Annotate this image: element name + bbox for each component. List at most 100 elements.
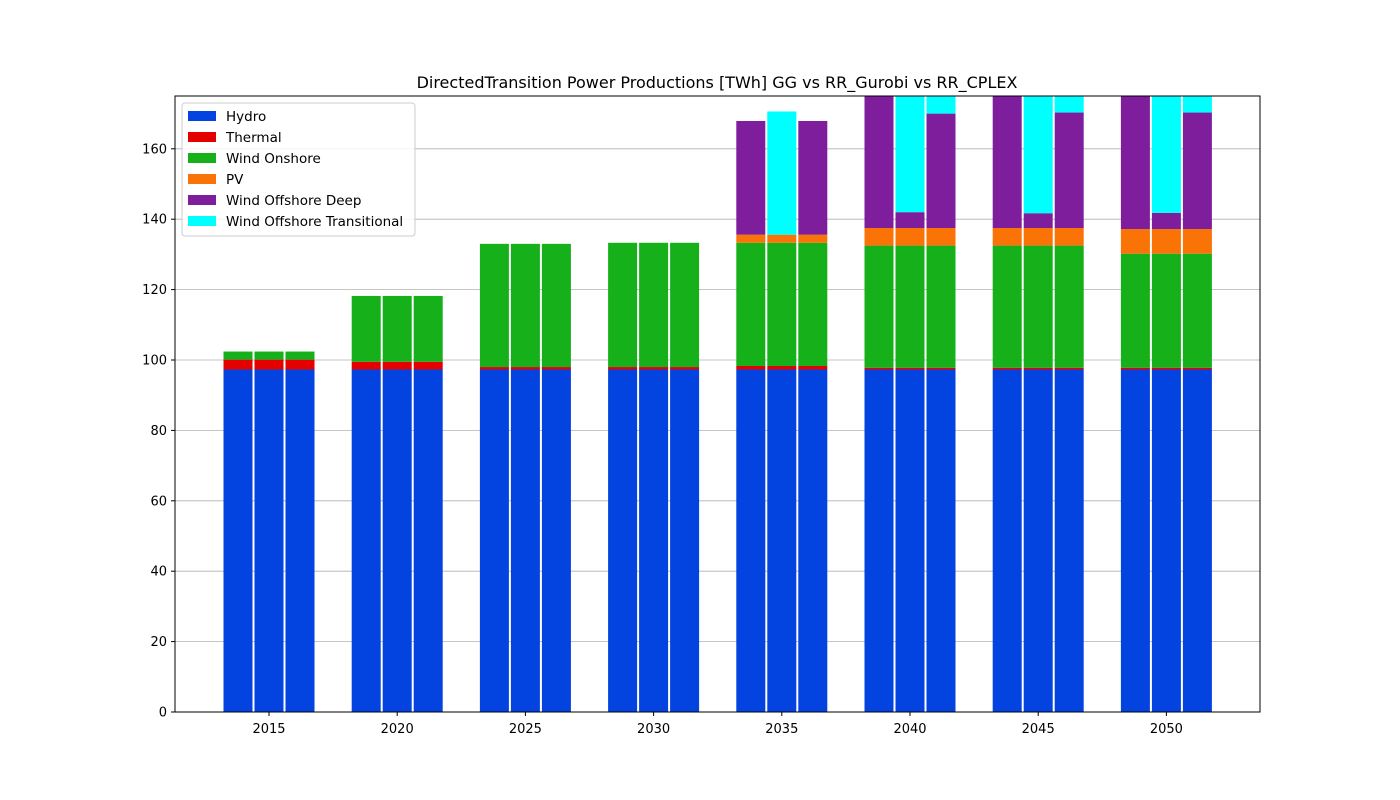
bar-segment-wind-onshore	[1120, 253, 1150, 368]
bar-segment-hydro	[413, 369, 443, 712]
bar-segment-wind-offshore-transitional	[1151, 96, 1181, 213]
y-axis: 0 20 40 60 80 100 120 140 160	[142, 142, 175, 721]
bar-segment-wind-onshore	[382, 295, 412, 362]
y-tick-label: 120	[142, 283, 167, 298]
bar-segment-wind-onshore	[1151, 253, 1181, 368]
bar-segment-wind-onshore	[1023, 245, 1053, 368]
bar-segment-wind-onshore	[670, 242, 700, 368]
bar-segment-wind-onshore	[736, 242, 766, 366]
bar-segment-pv	[1182, 229, 1212, 254]
bar-segment-hydro	[254, 369, 284, 712]
bar-segment-thermal	[413, 361, 443, 370]
bar-segment-thermal	[992, 367, 1022, 370]
bar-segment-pv	[767, 234, 797, 243]
bar-segment-thermal	[510, 367, 540, 370]
bar-segment-wind-offshore-deep	[1182, 112, 1212, 230]
y-tick-label: 20	[150, 635, 167, 650]
bar-segment-pv	[926, 228, 956, 246]
bar-segment-thermal	[1151, 367, 1181, 370]
y-tick-label: 80	[150, 424, 167, 439]
legend-label: PV	[226, 172, 244, 188]
bar-segment-hydro	[285, 369, 315, 712]
bar-segment-hydro	[736, 369, 766, 712]
bar-segment-wind-onshore	[510, 243, 540, 368]
bar-segment-wind-offshore-transitional	[895, 96, 925, 213]
bar-segment-wind-offshore-deep	[1054, 112, 1084, 228]
bar-segment-pv	[1120, 229, 1150, 254]
bars	[223, 96, 1212, 712]
legend-swatch	[188, 195, 216, 205]
plot-frame	[174, 95, 1261, 713]
bar-segment-pv	[895, 228, 925, 246]
bar-segment-thermal	[736, 365, 766, 370]
bar-segment-pv	[798, 234, 828, 243]
bar-segment-wind-onshore	[223, 351, 253, 360]
bar-segment-wind-onshore	[1182, 253, 1212, 368]
bar-segment-thermal	[864, 367, 894, 370]
bar-segment-hydro	[926, 369, 956, 712]
x-tick-label: 2015	[252, 722, 285, 737]
x-tick-label: 2045	[1022, 722, 1055, 737]
legend-label: Thermal	[225, 130, 282, 146]
bar-segment-wind-offshore-deep	[1151, 212, 1181, 230]
bar-segment-wind-offshore-deep	[1120, 96, 1150, 230]
x-tick-label: 2025	[509, 722, 542, 737]
y-tick-label: 40	[150, 565, 167, 580]
bar-segment-wind-onshore	[608, 242, 638, 368]
chart-title: DirectedTransition Power Productions [TW…	[417, 73, 1018, 93]
bar-segment-hydro	[382, 369, 412, 712]
bar-segment-wind-onshore	[479, 243, 509, 368]
bar-segment-thermal	[254, 359, 284, 370]
bar-segment-wind-offshore-transitional	[1182, 96, 1212, 113]
y-tick-label: 60	[150, 494, 167, 509]
y-tick-label: 100	[142, 354, 167, 369]
bar-segment-hydro	[864, 369, 894, 712]
bar-segment-wind-offshore-transitional	[1023, 96, 1053, 214]
bar-segment-wind-onshore	[895, 245, 925, 368]
bar-segment-thermal	[608, 367, 638, 370]
legend-swatch	[188, 153, 216, 163]
x-tick-label: 2050	[1150, 722, 1183, 737]
bar-segment-hydro	[1182, 369, 1212, 712]
bar-segment-thermal	[767, 365, 797, 370]
bar-segment-pv	[1151, 229, 1181, 254]
bar-segment-wind-offshore-transitional	[1054, 96, 1084, 113]
bar-segment-wind-onshore	[767, 242, 797, 366]
bar-segment-hydro	[1151, 369, 1181, 712]
bar-segment-pv	[1054, 228, 1084, 246]
bar-segment-wind-offshore-deep	[926, 113, 956, 228]
bar-segment-hydro	[479, 369, 509, 712]
bar-segment-hydro	[798, 369, 828, 712]
x-tick-label: 2020	[381, 722, 414, 737]
bar-segment-hydro	[1023, 369, 1053, 712]
bar-segment-hydro	[767, 369, 797, 712]
bar-segment-wind-onshore	[639, 242, 669, 368]
legend-label: Wind Offshore Deep	[226, 193, 361, 209]
bar-segment-hydro	[992, 369, 1022, 712]
bar-segment-thermal	[479, 367, 509, 370]
bar-segment-wind-offshore-deep	[1023, 213, 1053, 228]
x-tick-label: 2040	[893, 722, 926, 737]
bar-segment-hydro	[670, 369, 700, 712]
bar-segment-wind-offshore-transitional	[767, 111, 797, 235]
bar-segment-wind-onshore	[351, 295, 381, 362]
bar-segment-thermal	[926, 367, 956, 370]
bar-segment-wind-onshore	[1054, 245, 1084, 368]
bar-segment-thermal	[351, 361, 381, 370]
bar-segment-wind-onshore	[541, 243, 571, 368]
bar-segment-pv	[1023, 228, 1053, 246]
bar-segment-hydro	[608, 369, 638, 712]
legend-label: Hydro	[226, 109, 266, 125]
bar-segment-hydro	[895, 369, 925, 712]
bar-segment-wind-onshore	[285, 351, 315, 360]
bar-segment-thermal	[285, 359, 315, 370]
bar-segment-wind-offshore-deep	[992, 96, 1022, 228]
bar-segment-thermal	[1182, 367, 1212, 370]
x-axis: 2015 2020 2025 2030 2035 2040 2045 2050	[252, 712, 1183, 737]
legend-box	[181, 102, 416, 237]
bar-segment-hydro	[541, 369, 571, 712]
x-tick-label: 2035	[765, 722, 798, 737]
bar-segment-thermal	[1120, 367, 1150, 370]
